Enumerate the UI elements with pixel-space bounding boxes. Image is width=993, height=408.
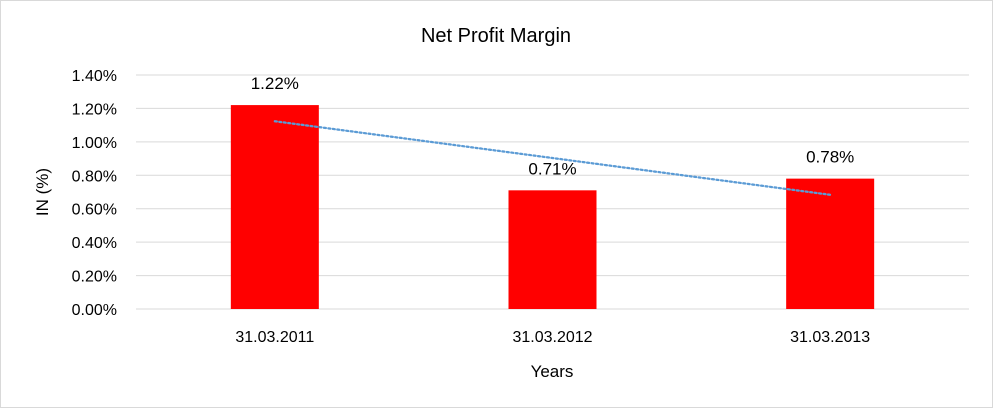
bar [508,190,597,309]
y-tick-label: 1.20% [72,101,117,118]
data-label: 1.22% [251,74,299,93]
data-label: 0.71% [528,159,576,178]
bar [786,178,875,309]
data-label: 0.78% [806,148,854,167]
data-labels: 1.22% 0.71% 0.78% [251,74,855,178]
y-tick-label: 0.00% [72,302,117,319]
y-tick-label: 0.40% [72,235,117,252]
x-tick-label: 31.03.2011 [235,329,314,346]
trendline-group [273,120,832,196]
x-axis-title: Years [531,362,574,381]
chart-title: Net Profit Margin [421,25,571,47]
x-axis-ticks: 31.03.2011 31.03.2012 31.03.2013 [235,329,870,346]
y-axis-title: IN (%) [33,168,52,216]
trendline [273,120,832,196]
y-tick-label: 0.60% [72,202,117,219]
bar [230,105,319,309]
y-tick-label: 1.00% [72,135,117,152]
x-tick-label: 31.03.2013 [790,329,870,346]
y-tick-label: 0.20% [72,269,117,286]
y-axis-ticks: 0.00% 0.20% 0.40% 0.60% 0.80% 1.00% 1.20% 1.40% [72,68,117,319]
y-tick-label: 1.40% [72,68,117,85]
y-tick-label: 0.80% [72,168,117,185]
bars [230,105,875,309]
x-tick-label: 31.03.2012 [512,329,592,346]
